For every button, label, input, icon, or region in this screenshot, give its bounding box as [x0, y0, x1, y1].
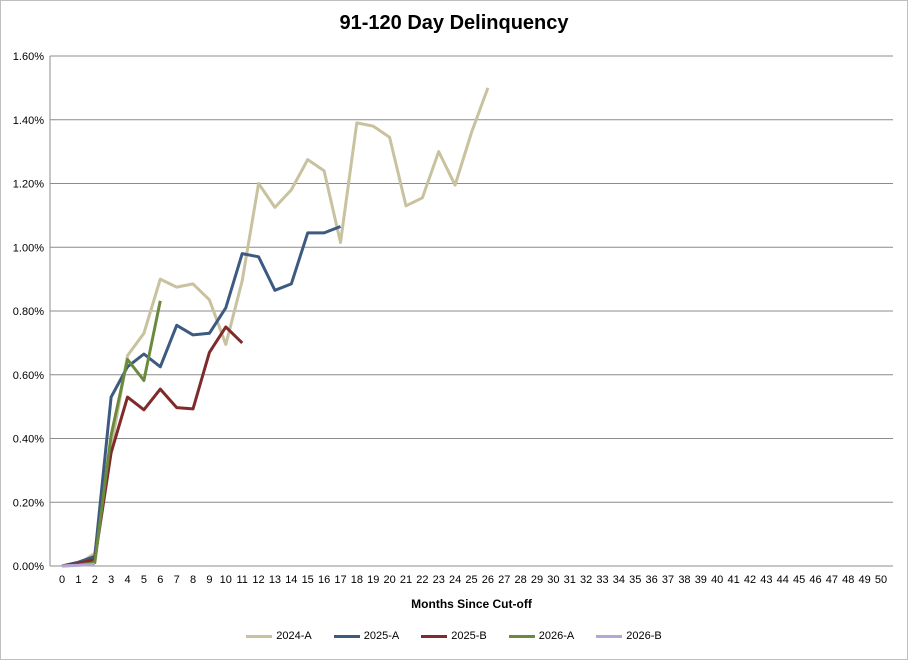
- x-tick-label: 26: [482, 574, 494, 586]
- axes: 0.00% 0.20% 0.40% 0.60% 0.80% 1.00% 1.20% 1.40%…: [13, 51, 893, 586]
- x-tick-label: 13: [269, 574, 281, 586]
- x-tick-label: 40: [711, 574, 723, 586]
- y-tick-label: 0.60%: [13, 370, 44, 382]
- x-tick-label: 50: [875, 574, 887, 586]
- series-line-2026-a: [61, 300, 162, 568]
- x-tick-label: 35: [629, 574, 641, 586]
- y-tick-label: 1.40%: [13, 115, 44, 127]
- y-tick-label: 1.60%: [13, 51, 44, 63]
- x-tick-label: 24: [449, 574, 461, 586]
- legend-label: 2024-A: [276, 630, 312, 642]
- x-tick-label: 48: [842, 574, 854, 586]
- x-tick-label: 9: [206, 574, 212, 586]
- legend-item: 2025-A: [333, 630, 400, 642]
- x-tick-label: 10: [220, 574, 232, 586]
- x-tick-label: 19: [367, 574, 379, 586]
- x-tick-label: 37: [662, 574, 674, 586]
- legend-item: 2026-B: [596, 630, 662, 642]
- x-tick-label: 23: [433, 574, 445, 586]
- series-line-2026-b: [61, 562, 95, 568]
- legend-item: 2026-A: [508, 630, 575, 642]
- x-tick-label: 6: [157, 574, 163, 586]
- x-tick-label: 1: [75, 574, 81, 586]
- x-tick-label: 33: [596, 574, 608, 586]
- x-axis-title: Months Since Cut-off: [411, 597, 533, 611]
- x-tick-label: 39: [695, 574, 707, 586]
- x-tick-label: 8: [190, 574, 196, 586]
- x-tick-label: 27: [498, 574, 510, 586]
- x-tick-label: 17: [334, 574, 346, 586]
- x-tick-label: 41: [727, 574, 739, 586]
- x-tick-label: 12: [252, 574, 264, 586]
- legend-swatch: [246, 634, 273, 638]
- x-tick-label: 36: [646, 574, 658, 586]
- x-tick-label: 14: [285, 574, 297, 586]
- legend-item: 2024-A: [246, 630, 312, 642]
- x-tick-label: 25: [465, 574, 477, 586]
- x-tick-label: 29: [531, 574, 543, 586]
- x-tick-label: 49: [858, 574, 870, 586]
- legend-label: 2025-A: [363, 630, 400, 642]
- x-tick-label: 31: [564, 574, 576, 586]
- x-tick-label: 22: [416, 574, 428, 586]
- x-tick-label: 3: [108, 574, 114, 586]
- x-tick-label: 44: [777, 574, 789, 586]
- x-tick-label: 11: [236, 574, 247, 586]
- x-tick-label: 21: [400, 574, 412, 586]
- x-tick-label: 46: [809, 574, 821, 586]
- x-tick-label: 43: [760, 574, 772, 586]
- series-lines: [61, 87, 490, 568]
- x-tick-label: 42: [744, 574, 756, 586]
- x-tick-label: 0: [59, 574, 65, 586]
- y-tick-label: 1.00%: [13, 242, 44, 254]
- legend-label: 2026-A: [538, 630, 575, 642]
- x-tick-label: 28: [515, 574, 527, 586]
- gridlines: [50, 55, 893, 503]
- legend-label: 2025-B: [451, 630, 487, 642]
- x-tick-label: 2: [92, 574, 98, 586]
- x-tick-label: 38: [678, 574, 690, 586]
- legend-swatch: [333, 634, 360, 638]
- chart-title: 91-120 Day Delinquency: [339, 12, 569, 34]
- y-tick-label: 0.00%: [13, 561, 44, 573]
- series-line-2025-b: [61, 325, 244, 568]
- x-tick-label: 15: [302, 574, 314, 586]
- series-line-2025-a: [61, 225, 342, 568]
- legend-label: 2026-B: [626, 630, 662, 642]
- x-tick-label: 30: [547, 574, 559, 586]
- legend-swatch: [508, 634, 535, 638]
- plot-area: 0.00% 0.20% 0.40% 0.60% 0.80% 1.00% 1.20% 1.40%…: [13, 51, 893, 611]
- x-tick-label: 16: [318, 574, 330, 586]
- legend-swatch: [421, 634, 448, 638]
- x-tick-label: 4: [124, 574, 130, 586]
- y-tick-label: 0.80%: [13, 306, 44, 318]
- x-tick-label: 47: [826, 574, 838, 586]
- y-tick-label: 1.20%: [13, 179, 44, 191]
- y-tick-label: 0.20%: [13, 497, 44, 509]
- legend-item: 2025-B: [421, 630, 487, 642]
- x-tick-label: 45: [793, 574, 805, 586]
- x-tick-label: 7: [174, 574, 180, 586]
- x-tick-label: 32: [580, 574, 592, 586]
- x-tick-label: 34: [613, 574, 625, 586]
- series-line-2024-a: [61, 87, 490, 568]
- x-tick-label: 18: [351, 574, 363, 586]
- legend-swatch: [596, 634, 623, 638]
- legend: 2024-A 2025-A 2025-B 2026-A 2026-B: [0, 630, 908, 642]
- x-tick-label: 20: [383, 574, 395, 586]
- x-tick-label: 5: [141, 574, 147, 586]
- y-tick-label: 0.40%: [13, 434, 44, 446]
